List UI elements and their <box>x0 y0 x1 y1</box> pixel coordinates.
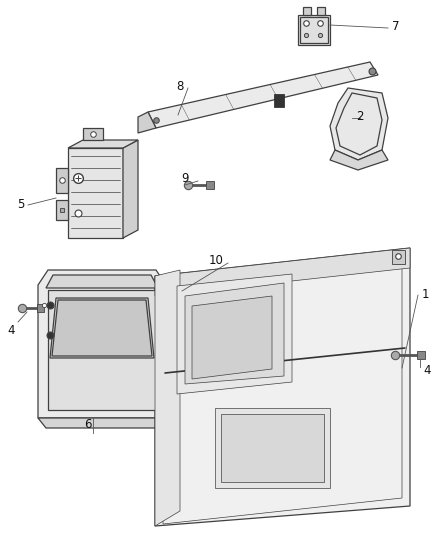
Polygon shape <box>46 275 158 288</box>
Polygon shape <box>392 250 405 264</box>
Polygon shape <box>330 150 388 170</box>
Text: 6: 6 <box>84 418 92 432</box>
Text: 8: 8 <box>177 80 184 93</box>
Polygon shape <box>155 248 410 296</box>
Polygon shape <box>83 128 103 140</box>
Polygon shape <box>317 7 325 15</box>
Text: 4: 4 <box>7 324 15 336</box>
Polygon shape <box>138 112 156 133</box>
Text: 2: 2 <box>356 110 364 124</box>
Polygon shape <box>38 270 166 418</box>
Polygon shape <box>185 283 284 384</box>
Text: 9: 9 <box>181 173 189 185</box>
Polygon shape <box>155 248 410 526</box>
Polygon shape <box>50 298 154 358</box>
Polygon shape <box>215 408 330 488</box>
Polygon shape <box>68 140 138 148</box>
Polygon shape <box>68 148 123 238</box>
Text: 5: 5 <box>17 198 24 212</box>
Polygon shape <box>148 62 378 128</box>
Polygon shape <box>48 290 156 410</box>
Polygon shape <box>303 7 311 15</box>
Polygon shape <box>38 418 174 428</box>
Polygon shape <box>37 304 44 312</box>
Polygon shape <box>298 15 330 45</box>
Polygon shape <box>206 181 214 189</box>
Polygon shape <box>221 414 324 482</box>
Polygon shape <box>330 88 388 160</box>
Text: 10: 10 <box>209 254 224 268</box>
Polygon shape <box>177 274 292 394</box>
Polygon shape <box>56 168 68 193</box>
Polygon shape <box>274 93 284 107</box>
Polygon shape <box>52 300 152 356</box>
Text: 4: 4 <box>423 364 431 376</box>
Polygon shape <box>123 140 138 238</box>
Polygon shape <box>192 296 272 379</box>
Text: 7: 7 <box>392 20 399 34</box>
Text: 1: 1 <box>422 287 430 301</box>
Polygon shape <box>155 270 180 526</box>
Polygon shape <box>56 200 68 220</box>
Polygon shape <box>417 351 425 359</box>
